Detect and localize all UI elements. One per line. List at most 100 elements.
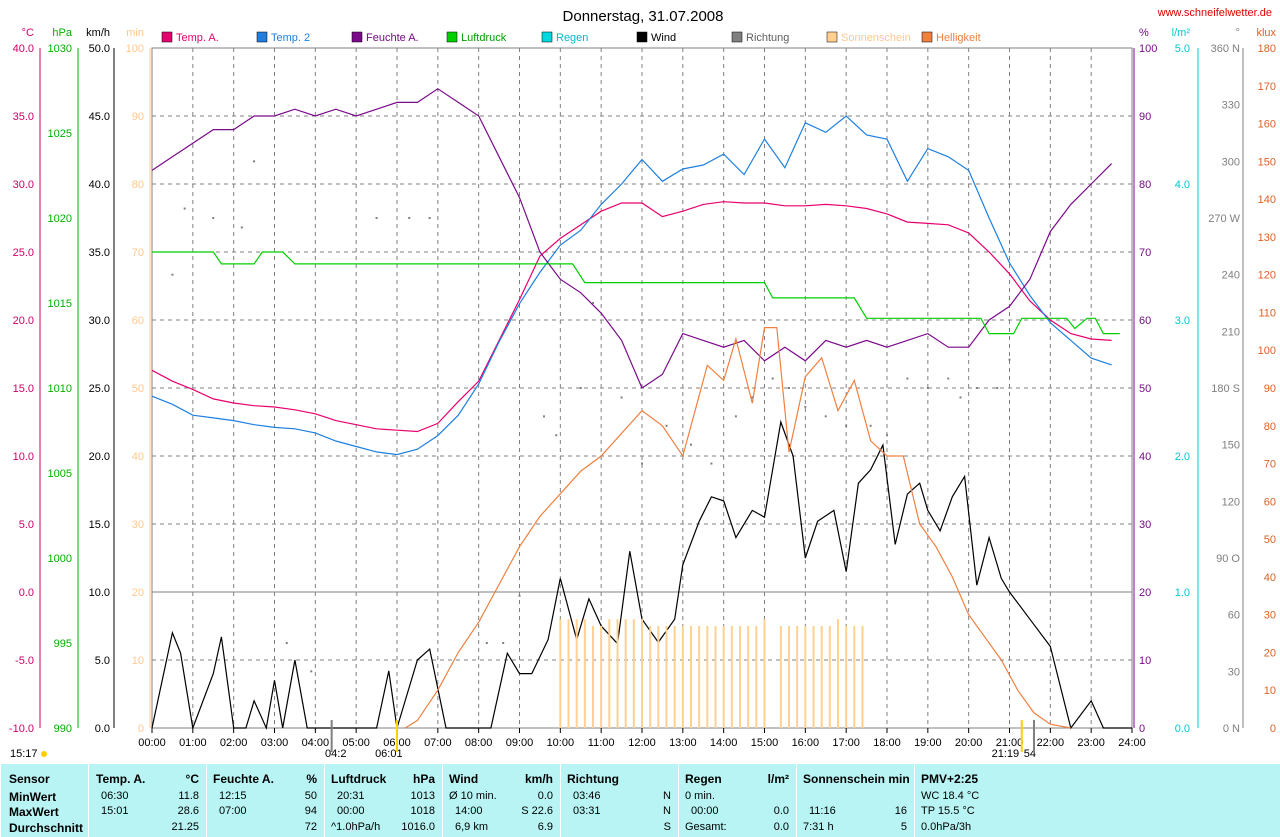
sunrise-time: 15:17 [10,748,38,760]
lm2-axis-tick: 5.0 [1175,43,1190,55]
klux-axis-tick: 80 [1264,421,1276,433]
klux-axis-tick: 30 [1264,610,1276,622]
min-axis-tick: 60 [132,315,144,327]
legend-swatch-regen [541,31,553,43]
legend-swatch-richtung [731,31,743,43]
sonne-total: 7:31 h [803,821,834,833]
temp-max-time: 15:01 [101,805,129,817]
weather-chart: Donnerstag, 31.07.2008 www.schneifelwett… [9,7,1277,760]
x-tick-label: 24:00 [1118,737,1146,749]
temp-axis-unit: °C [22,27,34,39]
kmh-axis-tick: 0.0 [95,723,110,735]
x-tick-label: 10:00 [547,737,575,749]
richtung-max-value: N [663,805,671,817]
x-tick-label: 01:00 [179,737,207,749]
hpa-axis-tick: 1030 [48,43,72,55]
temp-axis-tick: 20.0 [13,315,34,327]
row-label-min: MinWert [9,790,57,804]
legend-swatch-temp_a [161,31,173,43]
legend-swatch-temp_2 [256,31,268,43]
legend-swatch-wind [636,31,648,43]
legend-label-feuchte: Feuchte A. [366,32,419,44]
kmh-axis-tick: 25.0 [89,383,110,395]
regen-total-label: Gesamt: [685,821,727,833]
row-label-max: MaxWert [9,805,59,819]
legend: Temp. A. Temp. 2 Feuchte A. Luftdruck Regen W… [161,31,981,44]
x-tick-label: 15:00 [751,737,779,749]
min-axis-tick: 70 [132,247,144,259]
luft-avg-value: 1016.0 [401,821,435,833]
kmh-axis-tick: 35.0 [89,247,110,259]
col-sensor: Sensor MinWert MaxWert Durchschnitt [0,764,89,837]
series-richtung-dot [975,387,978,389]
x-tick-label: 19:00 [914,737,942,749]
richtung-min-time: 03:46 [573,790,601,802]
lm2-axis-tick: 4.0 [1175,179,1190,191]
x-tick-label: 21:00 [996,737,1024,749]
series-richtung-dot [947,377,950,380]
klux-axis-unit: klux [1256,27,1276,39]
kmh-axis-unit: km/h [86,27,110,39]
series-richtung-dot [518,594,521,597]
deg-axis-tick: 300 [1222,156,1240,168]
richtung-avg-value: S [663,821,671,833]
legend-swatch-sonne [826,31,838,43]
plot-area [151,47,1133,731]
series-richtung-dot [375,217,378,219]
kmh-axis-tick: 30.0 [89,315,110,327]
x-tick-label: 05:00 [342,737,370,749]
min-axis-unit: min [126,27,144,39]
feuchte-min-time: 12:15 [219,790,247,802]
deg-axis-tick: 60 [1228,610,1240,622]
kmh-axis-tick: 20.0 [89,451,110,463]
kmh-axis-tick: 15.0 [89,519,110,531]
series-luftdruck-line [152,251,1120,335]
lm2-axis-unit: l/m² [1172,27,1191,39]
min-axis-tick: 100 [126,43,144,55]
x-tick-label: 20:00 [955,737,983,749]
legend-swatch-hell [921,31,933,43]
pmv-dewpoint: TP 15.5 °C [921,805,975,817]
series-richtung-dot [620,396,623,399]
min-axis-tick: 30 [132,519,144,531]
header-luftdruck: Luftdruck [331,772,387,786]
x-tick-label: 00:00 [138,737,166,749]
luft-trend: ^1.0hPa/h [331,821,381,833]
hpa-axis-tick: 1015 [48,298,72,310]
feuchte-avg-value: 72 [304,821,317,833]
col-wind: Wind km/h Ø 10 min. 0.0 14:00 S 22.6 6,9… [442,764,561,837]
klux-axis-tick: 170 [1258,81,1276,93]
x-tick-label: 02:00 [220,737,248,749]
series-richtung-dot [886,434,888,437]
chart-title: Donnerstag, 31.07.2008 [563,8,724,25]
sonne-max-value: 16 [894,805,907,817]
pct-axis-tick: 10 [1139,655,1151,667]
series-richtung-dot [734,415,737,418]
legend-label-regen: Regen [556,32,588,44]
stats-table: Sensor MinWert MaxWert Durchschnitt Temp… [0,764,1280,837]
sonne-max-time: 11:16 [809,805,836,817]
series-richtung-dot [555,434,558,437]
header-temp-unit: °C [185,772,199,786]
klux-axis-tick: 20 [1264,647,1276,659]
pct-axis-tick: 60 [1139,315,1151,327]
series-richtung-dot [240,226,243,229]
header-feuchte-unit: % [306,772,317,786]
deg-axis-tick: 240 [1222,270,1240,282]
header-regen: Regen [685,772,722,786]
min-axis-tick: 80 [132,179,144,191]
series-richtung-dot [641,462,643,465]
klux-axis-tick: 160 [1258,119,1276,131]
min-axis-tick: 20 [132,587,144,599]
col-temp: Temp. A. °C 06:30 11.8 15:01 28.6 21.25 [88,764,207,837]
row-label-avg: Durchschnitt [9,821,84,835]
x-tick-label: 07:00 [424,737,452,749]
klux-axis-tick: 60 [1264,496,1276,508]
klux-axis-tick: 10 [1264,685,1276,697]
hpa-axis-unit: hPa [52,27,72,39]
klux-axis-tick: 150 [1258,156,1276,168]
x-tick-label: 16:00 [792,737,820,749]
pct-axis-tick: 20 [1139,587,1151,599]
richtung-max-time: 03:31 [573,805,601,817]
x-tick-label: 18:00 [873,737,901,749]
